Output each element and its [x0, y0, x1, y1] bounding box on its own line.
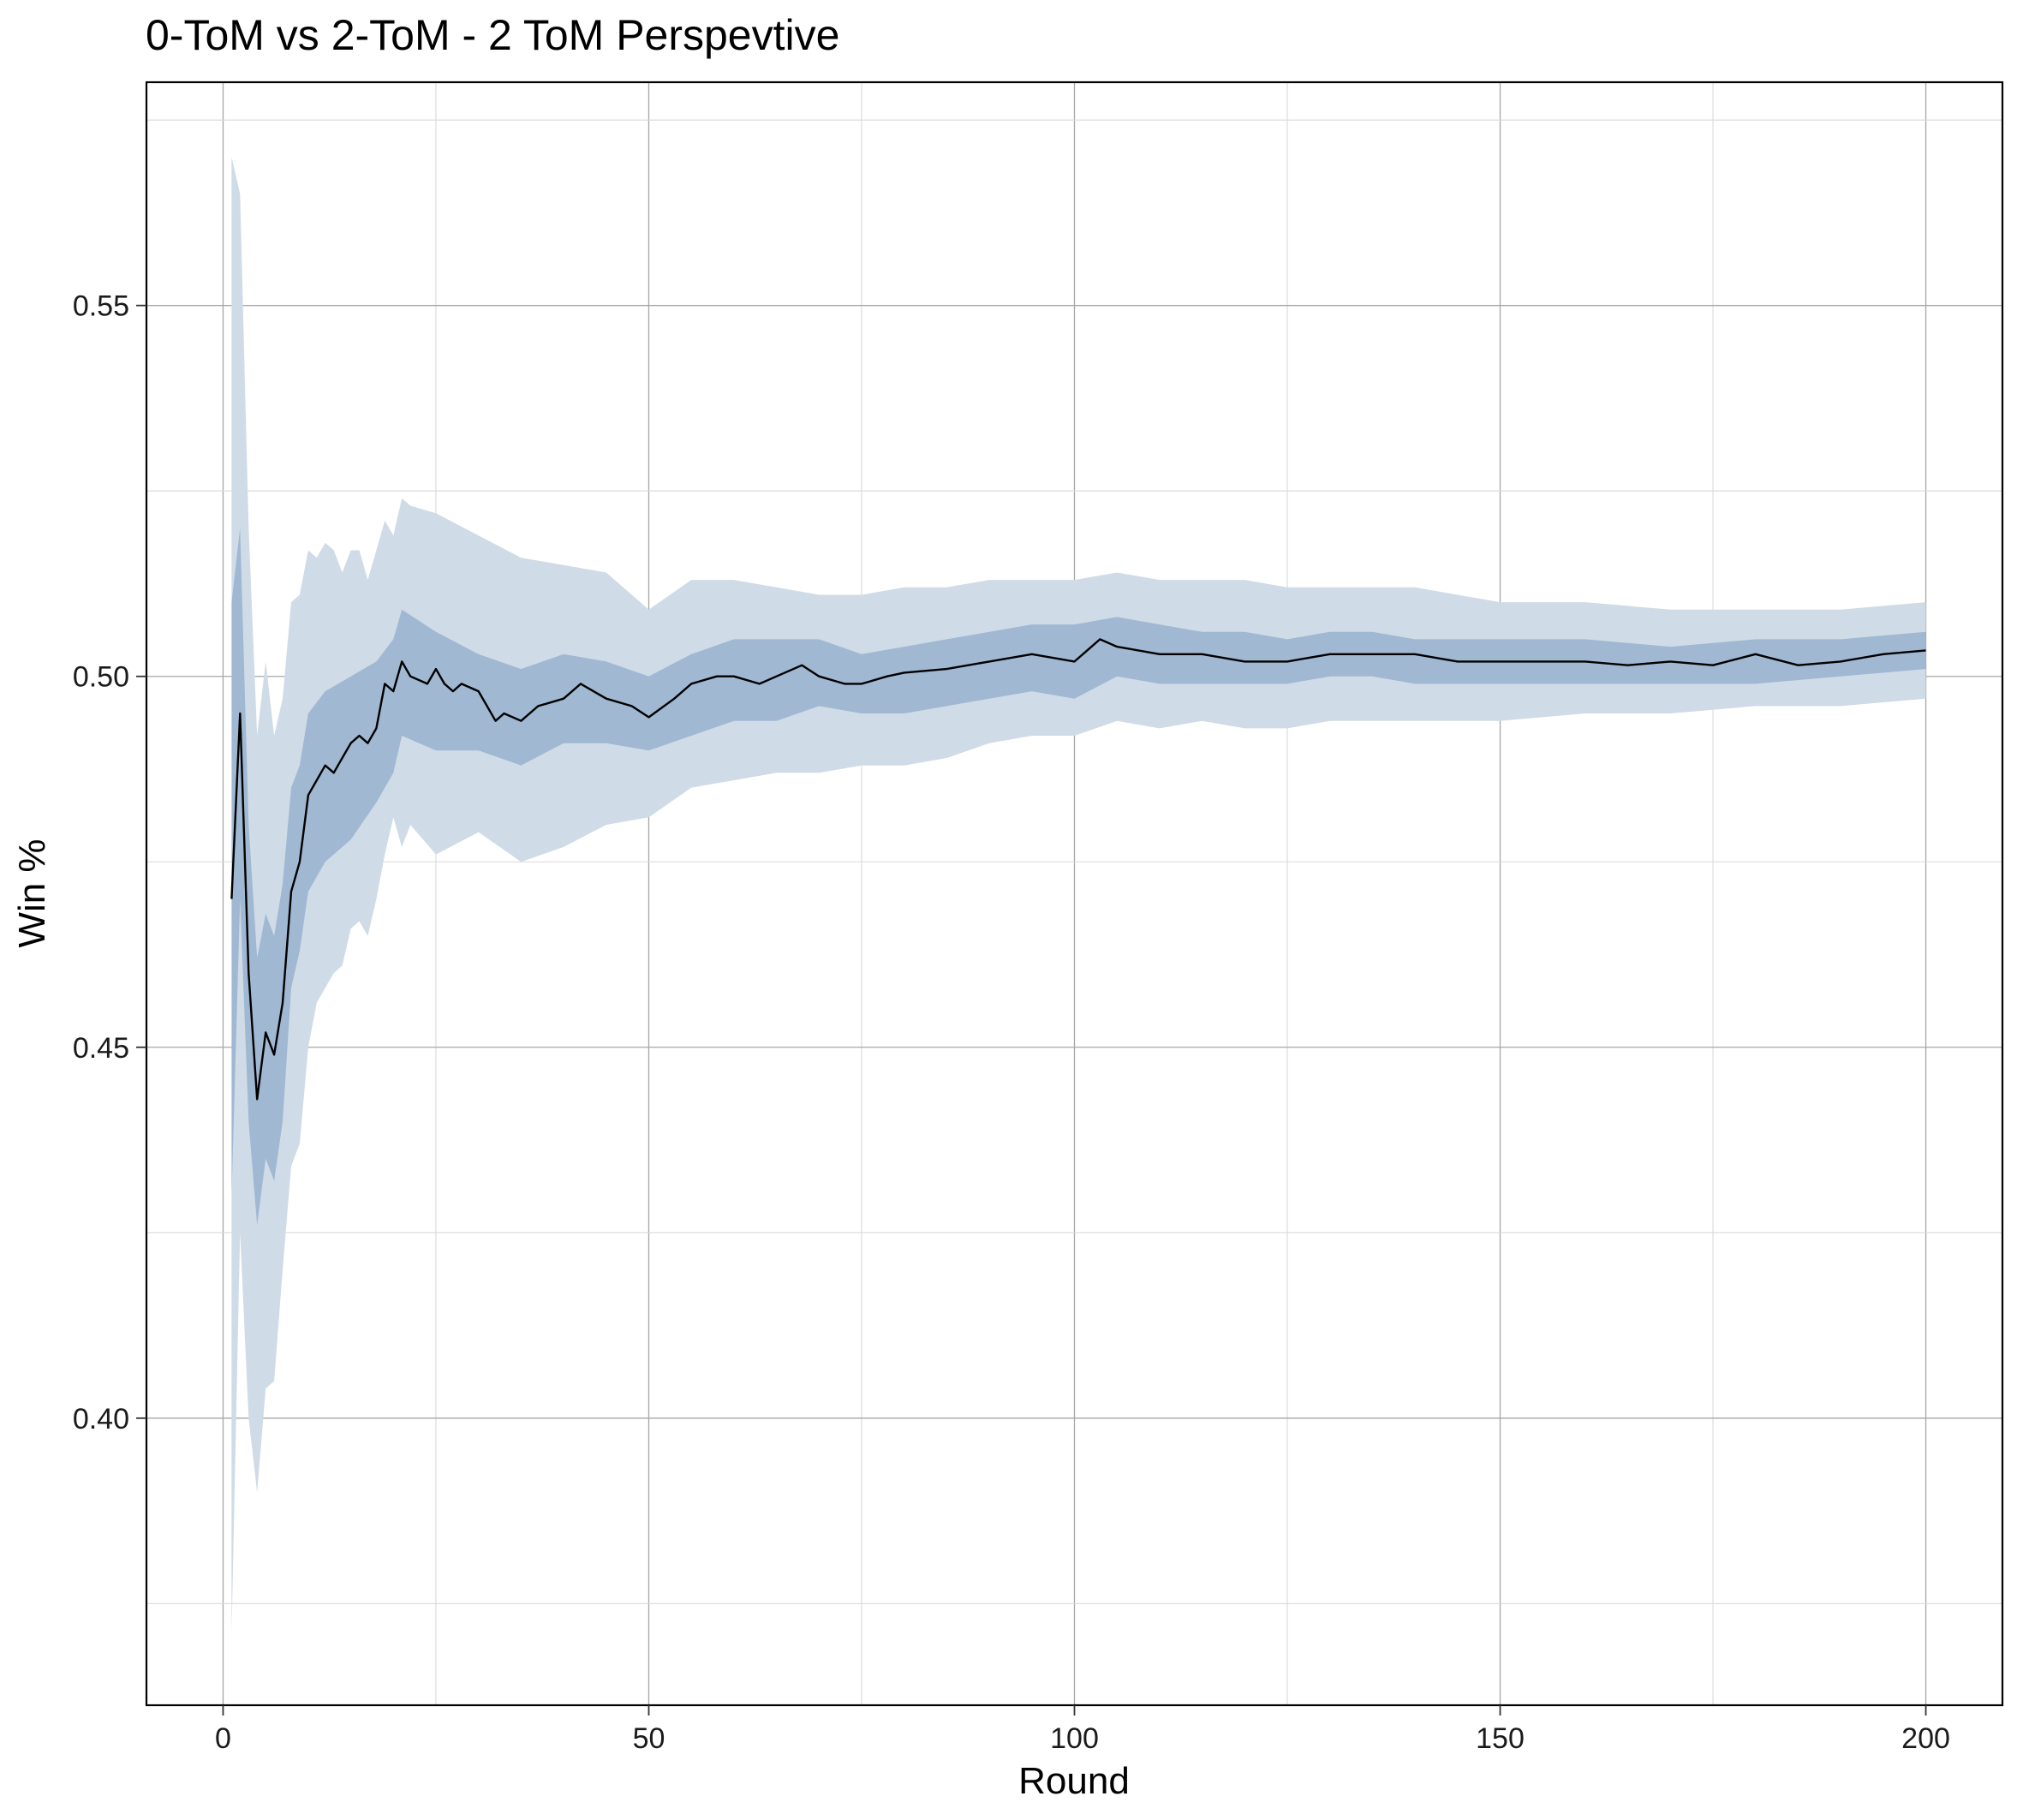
- y-tick-label: 0.45: [73, 1032, 129, 1065]
- y-tick-label: 0.50: [73, 661, 129, 694]
- x-tick-label: 100: [1050, 1722, 1099, 1755]
- outer-confidence-band: [231, 157, 1926, 1633]
- x-axis-title: Round: [1018, 1760, 1130, 1802]
- y-axis-title: Win %: [11, 838, 53, 947]
- grid-lines: [146, 82, 2002, 1705]
- inner-confidence-band: [231, 528, 1926, 1226]
- x-tick-label: 50: [633, 1722, 665, 1755]
- x-tick-label: 150: [1476, 1722, 1525, 1755]
- x-tick-label: 0: [215, 1722, 231, 1755]
- x-tick-label: 200: [1901, 1722, 1950, 1755]
- y-axis-ticks: 0.40 0.45 0.50 0.55: [73, 290, 146, 1435]
- chart-title: 0-ToM vs 2-ToM - 2 ToM Perspevtive: [146, 11, 839, 59]
- y-tick-label: 0.55: [73, 290, 129, 323]
- mean-win-line: [230, 638, 1926, 1101]
- confidence-bands: [231, 157, 1926, 1633]
- x-axis-ticks: 0 50 100 150 200: [215, 1705, 1950, 1755]
- y-tick-label: 0.40: [73, 1403, 129, 1435]
- mean-series: [230, 638, 1926, 1101]
